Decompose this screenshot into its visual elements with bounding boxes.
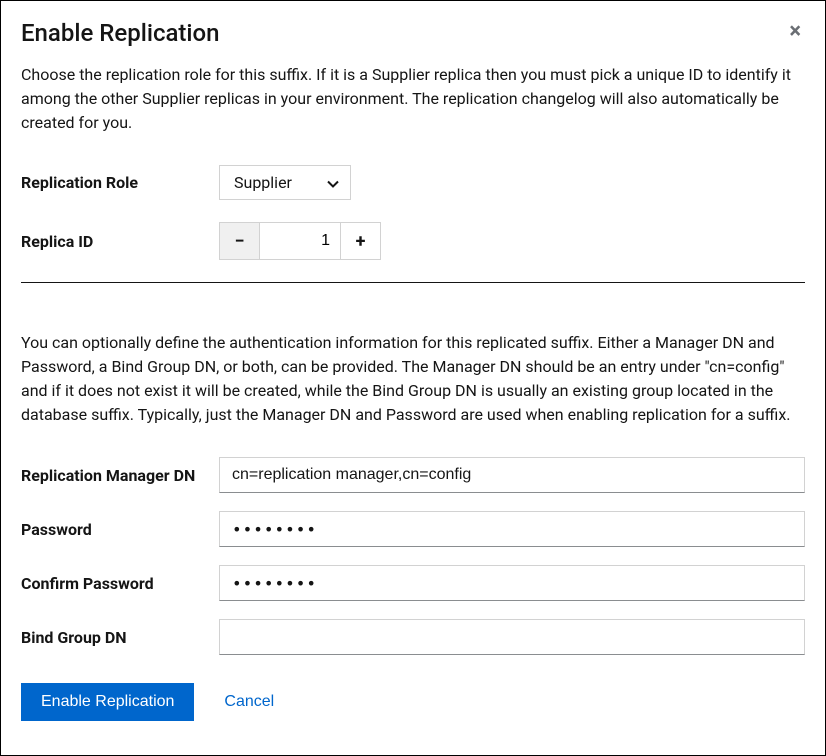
enable-replication-button[interactable]: Enable Replication <box>21 683 194 721</box>
confirm-password-label: Confirm Password <box>21 574 219 593</box>
replication-role-label: Replication Role <box>21 173 219 192</box>
confirm-password-row: Confirm Password <box>21 565 805 601</box>
replication-role-select-wrap: Supplier <box>219 165 351 200</box>
modal-actions: Enable Replication Cancel <box>21 683 805 721</box>
replication-role-row: Replication Role Supplier <box>21 165 805 200</box>
cancel-button[interactable]: Cancel <box>224 693 274 711</box>
manager-dn-label: Replication Manager DN <box>21 466 219 485</box>
replication-role-select[interactable]: Supplier <box>219 165 351 200</box>
replica-id-stepper: − + <box>219 222 381 260</box>
replica-id-label: Replica ID <box>21 232 219 251</box>
modal-title: Enable Replication <box>21 19 220 47</box>
password-input[interactable] <box>219 511 805 547</box>
password-label: Password <box>21 520 219 539</box>
auth-intro-text: You can optionally define the authentica… <box>21 331 805 427</box>
divider <box>21 282 805 283</box>
manager-dn-row: Replication Manager DN <box>21 457 805 493</box>
bind-group-dn-input[interactable] <box>219 619 805 655</box>
modal-intro-text: Choose the replication role for this suf… <box>21 63 805 135</box>
manager-dn-input[interactable] <box>219 457 805 493</box>
confirm-password-input[interactable] <box>219 565 805 601</box>
replica-id-input[interactable] <box>260 223 340 259</box>
replica-id-row: Replica ID − + <box>21 222 805 260</box>
modal-header: Enable Replication × <box>21 19 805 63</box>
stepper-plus-button[interactable]: + <box>340 223 380 259</box>
enable-replication-modal: Enable Replication × Choose the replicat… <box>0 0 826 756</box>
close-icon[interactable]: × <box>785 19 805 45</box>
password-row: Password <box>21 511 805 547</box>
bind-group-dn-label: Bind Group DN <box>21 628 219 647</box>
bind-group-dn-row: Bind Group DN <box>21 619 805 655</box>
stepper-minus-button[interactable]: − <box>220 223 260 259</box>
